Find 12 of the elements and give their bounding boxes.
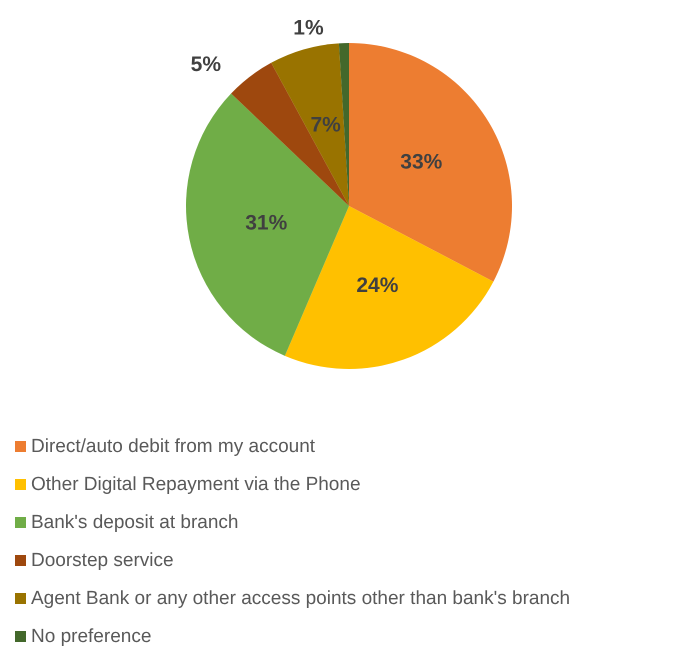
legend-label: Direct/auto debit from my account: [31, 436, 316, 457]
legend-label: No preference: [31, 626, 152, 647]
data-label: 33%: [400, 150, 443, 174]
legend-label: Agent Bank or any other access points other than bank's branch: [31, 588, 570, 609]
legend-label: Doorstep service: [31, 550, 174, 571]
data-label: 31%: [245, 211, 288, 234]
data-label: 7%: [310, 113, 342, 136]
data-label: 24%: [356, 274, 399, 298]
data-label: 1%: [293, 16, 324, 40]
legend-label: Bank's deposit at branch: [31, 512, 238, 533]
data-label: 5%: [190, 53, 222, 76]
legend-label: Other Digital Repayment via the Phone: [31, 474, 361, 495]
